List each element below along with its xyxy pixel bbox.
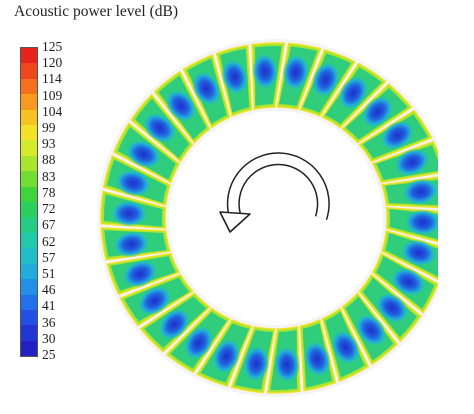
colorbar-segment — [21, 217, 37, 233]
passage-low-level-core — [122, 259, 158, 288]
colorbar-tick-label: 72 — [42, 201, 56, 217]
colorbar-tick-label: 78 — [42, 184, 56, 200]
colorbar-title: Acoustic power level (dB) — [14, 3, 178, 20]
colorbar-segment — [21, 325, 37, 341]
passage-low-level-core — [391, 267, 426, 296]
passage-low-level-core — [303, 341, 331, 377]
colorbar-tick-label: 88 — [42, 152, 56, 168]
passage-low-level-core — [115, 169, 151, 197]
colorbar-segment — [21, 155, 37, 172]
colorbar-tick-label: 120 — [42, 55, 63, 71]
colorbar-segment — [21, 309, 37, 326]
colorbar-tick-label: 41 — [42, 298, 56, 314]
colorbar-segment — [21, 140, 37, 156]
colorbar-tick-label: 62 — [42, 233, 56, 249]
colorbar-tick-label: 25 — [42, 347, 56, 362]
passage-low-level-core — [380, 120, 415, 150]
blade-ring-diagram — [98, 39, 438, 397]
passage-low-level-core — [355, 314, 387, 347]
colorbar-tick-label: 114 — [42, 71, 62, 87]
colorbar-tick-label: 57 — [42, 249, 56, 265]
colorbar-tick-label: 46 — [42, 282, 56, 298]
colorbar-segment — [21, 94, 37, 110]
colorbar-segment — [21, 202, 37, 218]
colorbar-segment — [21, 263, 37, 280]
colorbar-segment — [21, 78, 37, 95]
colorbar-tick-label: 30 — [42, 330, 56, 346]
passage-low-level-core — [126, 140, 161, 169]
colorbar-tick-label: 51 — [42, 265, 56, 281]
passage-low-level-core — [401, 239, 437, 267]
colorbar-segment — [21, 232, 37, 249]
passage-low-level-core — [282, 54, 309, 91]
colorbar-segment — [21, 294, 37, 310]
passage-low-level-core — [251, 53, 279, 90]
passage-low-level-core — [362, 95, 394, 128]
passage-low-level-core — [113, 231, 150, 258]
colorbar-segment — [21, 248, 37, 264]
passage-low-level-core — [221, 59, 249, 95]
counterclockwise-arrow-icon — [219, 152, 330, 233]
colorbar-tick-label: 93 — [42, 136, 56, 152]
colorbar-segment — [21, 48, 37, 64]
passage-low-level-core — [402, 178, 438, 205]
colorbar — [20, 47, 38, 357]
colorbar-segment — [21, 125, 37, 141]
passage-low-level-core — [404, 209, 438, 236]
passage-low-level-core — [137, 286, 172, 316]
colorbar-tick-label: 104 — [42, 103, 63, 119]
colorbar-tick-label: 67 — [42, 217, 56, 233]
colorbar-segment — [21, 63, 37, 79]
passage-low-level-core — [273, 346, 301, 383]
colorbar-segment — [21, 279, 37, 295]
colorbar-tick-label: 83 — [42, 168, 56, 184]
passage-low-level-core — [143, 113, 177, 144]
passage-low-level-core — [192, 71, 221, 106]
passage-low-level-core — [394, 148, 430, 177]
passage-low-level-core — [331, 330, 360, 365]
passage-low-level-core — [184, 326, 214, 360]
passage-low-level-core — [158, 308, 190, 341]
passage-low-level-core — [375, 292, 409, 323]
blade-passages-ring — [98, 39, 438, 397]
passage-low-level-core — [311, 62, 340, 98]
colorbar-tick-label: 99 — [42, 120, 56, 136]
colorbar-segment — [21, 109, 37, 126]
colorbar-tick-label: 36 — [42, 314, 56, 330]
passage-low-level-core — [338, 76, 368, 110]
colorbar-segment — [21, 171, 37, 187]
colorbar-labels: 125 120 114 109 104 99 93 88 83 78 72 67 62 57 51 46 41 3… — [42, 39, 92, 365]
colorbar-segment — [21, 186, 37, 203]
passage-low-level-core — [165, 89, 197, 122]
passage-low-level-core — [243, 345, 270, 382]
colorbar-tick-label: 125 — [42, 39, 63, 54]
passage-low-level-core — [111, 200, 148, 227]
colorbar-tick-label: 109 — [42, 87, 63, 103]
passage-low-level-core — [212, 338, 241, 374]
colorbar-segment — [21, 340, 37, 357]
